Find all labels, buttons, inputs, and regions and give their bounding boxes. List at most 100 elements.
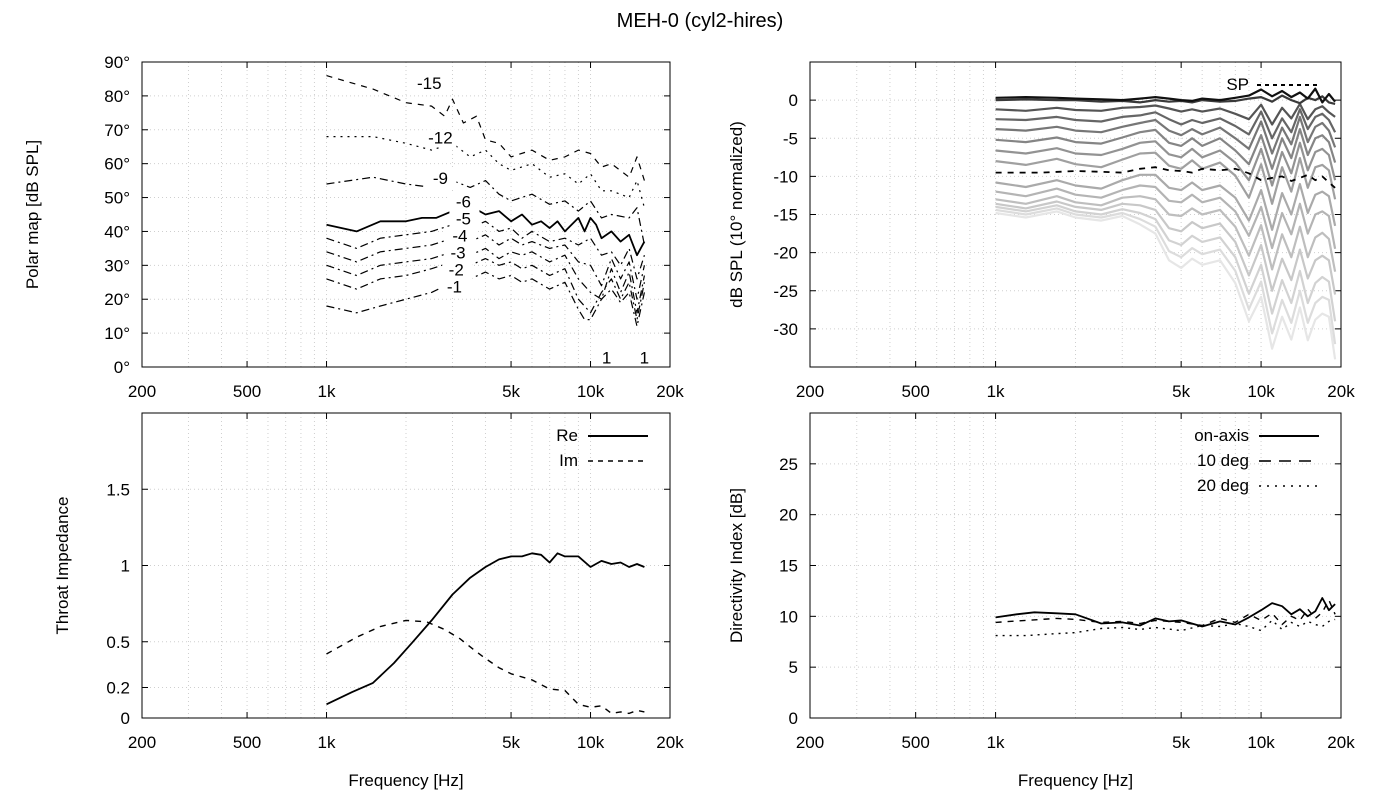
contour-label: -2 — [449, 261, 464, 280]
polar-contour-6 — [326, 247, 645, 314]
x-tick-label: 500 — [233, 382, 261, 401]
contour-label: -4 — [452, 227, 467, 246]
polar-contour-3 — [326, 206, 646, 257]
angle-curve — [995, 207, 1337, 345]
angle-curve — [995, 200, 1337, 295]
x-tick-label: 20k — [656, 382, 684, 401]
angle-curve — [995, 128, 1337, 170]
x-tick-label: 5k — [502, 733, 520, 752]
y-tick-label: 0 — [121, 709, 130, 728]
x-tick-label: 5k — [502, 382, 520, 401]
legend-label: SP — [1226, 75, 1249, 94]
y-tick-label: -25 — [773, 282, 798, 301]
x-tick-label: 5k — [1172, 382, 1190, 401]
y-tick-label: 0.5 — [106, 633, 130, 652]
y-tick-label: 90° — [104, 53, 130, 72]
y-tick-label: 0° — [114, 358, 130, 377]
legend-label: Im — [559, 451, 578, 470]
angle-curve — [995, 115, 1337, 155]
contour-label: -5 — [456, 210, 471, 229]
y-axis-label: Throat Impedance — [53, 497, 72, 635]
contour-label-bg — [442, 261, 473, 280]
y-tick-label: 15 — [779, 557, 798, 576]
y-tick-label: 1 — [121, 557, 130, 576]
x-tick-label: 1k — [987, 733, 1005, 752]
plot-area-polar — [326, 75, 646, 327]
angle-curve — [995, 173, 1337, 231]
angle-curve — [995, 184, 1337, 250]
panel-polar: 200 500 1k 5k 10k 20k 0° 10° 20° 30° 40° 50° 60° 70° 8… — [23, 53, 684, 401]
polar-contour-1 — [326, 136, 645, 208]
figure-title: MEH-0 (cyl2-hires) — [616, 10, 784, 32]
legend-label: on-axis — [1194, 426, 1249, 445]
contour-label: 1 — [602, 349, 611, 368]
series-line — [995, 618, 1336, 637]
y-tick-label: 0 — [789, 91, 798, 110]
x-tick-label: 20k — [1327, 382, 1355, 401]
y-tick-label: 20 — [779, 506, 798, 525]
plot-area-directivity — [995, 597, 1336, 637]
y-tick-label: 60° — [104, 155, 130, 174]
legend-label: 20 deg — [1197, 476, 1249, 495]
y-tick-label: -30 — [773, 320, 798, 339]
x-axis-label: Frequency [Hz] — [1018, 771, 1133, 790]
series-line — [995, 599, 1336, 627]
contour-label-bg — [440, 278, 471, 297]
contour-label: 1 — [640, 349, 649, 368]
legend-label: Re — [556, 426, 578, 445]
polar-contour-0 — [326, 75, 645, 181]
x-tick-label: 1k — [318, 382, 336, 401]
angle-curve — [995, 87, 1336, 104]
contour-label: -9 — [433, 169, 448, 188]
y-tick-label: 10 — [779, 607, 798, 626]
polar-contour-7 — [326, 258, 645, 321]
angle-curve — [995, 195, 1337, 272]
angle-curve — [995, 210, 1337, 360]
contour-label-bg — [415, 75, 446, 94]
y-tick-label: -5 — [783, 129, 798, 148]
contour-label: -1 — [447, 277, 462, 296]
y-tick-label: 70° — [104, 121, 130, 140]
angle-curve — [995, 151, 1337, 205]
y-tick-label: 5 — [789, 658, 798, 677]
x-tick-label: 20k — [1327, 733, 1355, 752]
legend-label: 10 deg — [1197, 451, 1249, 470]
panel-normalized: 200 500 1k 5k 10k 20k 0 -5 -10 -15 -20 -25 -30 dB SPL… — [727, 61, 1355, 401]
contour-label-bg — [426, 170, 457, 188]
series-line — [995, 597, 1336, 628]
y-tick-label: -10 — [773, 167, 798, 186]
angle-curve — [995, 108, 1337, 140]
y-tick-label: -15 — [773, 206, 798, 225]
x-tick-label: 10k — [1247, 733, 1275, 752]
angle-curve — [995, 140, 1337, 187]
y-axis-label: dB SPL (10° normalized) — [727, 121, 746, 308]
polar-contour-5 — [326, 234, 645, 300]
x-tick-label: 200 — [796, 733, 824, 752]
y-tick-label: 30° — [104, 256, 130, 275]
contour-label-bg — [444, 244, 475, 263]
x-tick-label: 200 — [128, 382, 156, 401]
x-axis-label: Frequency [Hz] — [348, 771, 463, 790]
y-tick-label: 1.5 — [106, 480, 130, 499]
x-tick-label: 500 — [901, 733, 929, 752]
contour-label: -6 — [456, 193, 471, 212]
plot-area-normalized — [995, 87, 1337, 360]
contour-label-bg — [449, 193, 480, 212]
angle-curve — [995, 204, 1337, 322]
plot-frame — [141, 61, 671, 368]
y-tick-label: -20 — [773, 244, 798, 263]
y-tick-label: 80° — [104, 87, 130, 106]
panel-impedance: 200 500 1k 5k 10k 20k 0 0.2 0.5 1 1.5 Throat Impeda… — [53, 412, 684, 790]
y-tick-label: 50° — [104, 189, 130, 208]
grid-polar — [142, 62, 670, 367]
x-tick-label: 5k — [1172, 733, 1190, 752]
series-line — [326, 619, 645, 715]
x-tick-label: 500 — [901, 382, 929, 401]
grid-directivity — [810, 413, 1341, 718]
x-tick-label: 10k — [1247, 382, 1275, 401]
x-tick-label: 500 — [233, 733, 261, 752]
grid-impedance — [142, 413, 670, 718]
x-tick-label: 1k — [318, 733, 336, 752]
contour-label: -12 — [428, 128, 453, 147]
contour-label-bg — [445, 227, 476, 246]
